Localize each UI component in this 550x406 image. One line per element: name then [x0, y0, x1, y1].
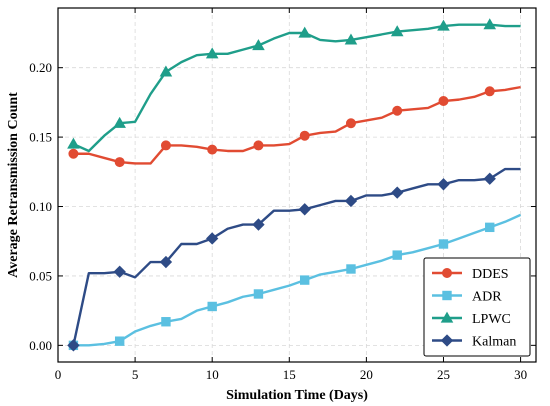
- data-point-lpwc: [344, 33, 358, 45]
- data-point-lpwc: [113, 116, 126, 128]
- series-lpwc: [67, 18, 521, 153]
- plot-frame: [57, 7, 537, 363]
- data-point-ddes: [207, 144, 218, 155]
- data-point-kalman: [252, 218, 265, 231]
- x-tick-label: 30: [514, 367, 527, 382]
- data-point-lpwc: [67, 137, 80, 149]
- legend-item-ddes: DDES: [432, 267, 509, 282]
- data-point-kalman: [344, 194, 358, 208]
- x-axis-title: Simulation Time (Days): [226, 388, 368, 403]
- y-tick-label: 0.05: [29, 268, 52, 283]
- data-point-lpwc: [159, 65, 173, 77]
- data-point-kalman: [437, 178, 450, 191]
- series-ddes: [68, 85, 521, 168]
- data-point-ddes: [484, 86, 495, 97]
- data-point-kalman: [206, 232, 219, 245]
- data-point-adr: [253, 289, 264, 299]
- data-point-ddes: [345, 118, 356, 129]
- data-point-ddes: [438, 96, 449, 107]
- series-kalman: [67, 167, 521, 352]
- y-tick-label: 0.20: [29, 60, 52, 75]
- data-point-kalman: [113, 265, 126, 278]
- data-point-kalman: [298, 203, 311, 216]
- data-point-adr: [300, 275, 310, 285]
- legend-label-kalman: Kalman: [472, 335, 516, 350]
- series-line-lpwc: [72, 23, 521, 153]
- legend-marker-ddes: [441, 267, 452, 278]
- data-point-adr: [346, 264, 356, 274]
- x-tick-label: 20: [360, 367, 373, 382]
- data-point-lpwc: [298, 26, 311, 38]
- legend-item-lpwc: LPWC: [432, 311, 511, 327]
- y-axis-title: Average Retransmission Count: [6, 92, 21, 278]
- data-point-adr: [114, 336, 125, 346]
- x-tick-label: 10: [206, 367, 219, 382]
- data-point-kalman: [67, 339, 80, 352]
- data-point-kalman: [391, 186, 404, 199]
- series-layer: [67, 18, 522, 352]
- data-point-lpwc: [205, 47, 219, 59]
- y-tick-label: 0.00: [29, 338, 52, 353]
- data-point-ddes: [114, 157, 125, 168]
- data-point-adr: [207, 301, 217, 312]
- data-point-ddes: [68, 148, 79, 159]
- legend-box: [423, 257, 531, 357]
- x-tick-label: 25: [437, 367, 450, 382]
- legend-item-kalman: Kalman: [432, 334, 516, 350]
- data-point-lpwc: [390, 25, 404, 37]
- axis-ticks: 0 5 10 15 20 25 30 0.00 0.05 0.10 0.15 0.20: [29, 8, 536, 382]
- data-point-lpwc: [483, 18, 497, 30]
- legend-marker-adr: [442, 290, 452, 301]
- legend-item-adr: ADR: [432, 290, 502, 305]
- data-point-adr: [485, 222, 495, 233]
- x-tick-label: 0: [55, 367, 62, 382]
- data-point-adr: [161, 317, 171, 327]
- legend-label-ddes: DDES: [472, 267, 509, 282]
- x-tick-label: 5: [132, 367, 139, 382]
- legend: DDES ADR LPWC Kalman: [423, 257, 531, 357]
- legend-label-lpwc: LPWC: [472, 312, 511, 327]
- series-line-ddes: [73, 85, 521, 165]
- data-point-adr: [392, 250, 402, 260]
- data-point-ddes: [392, 105, 403, 116]
- legend-marker-kalman: [440, 334, 454, 347]
- data-point-kalman: [483, 172, 496, 185]
- series-adr: [68, 213, 522, 351]
- data-point-ddes: [160, 140, 171, 151]
- data-point-adr: [438, 239, 449, 249]
- data-point-lpwc: [437, 19, 450, 31]
- data-point-ddes: [253, 140, 264, 151]
- y-tick-label: 0.10: [29, 199, 52, 214]
- x-tick-label: 15: [283, 367, 296, 382]
- y-tick-label: 0.15: [29, 130, 52, 145]
- data-point-kalman: [159, 255, 173, 269]
- data-point-ddes: [299, 130, 310, 141]
- data-point-lpwc: [252, 39, 265, 51]
- legend-label-adr: ADR: [472, 290, 502, 305]
- legend-marker-lpwc: [440, 311, 454, 323]
